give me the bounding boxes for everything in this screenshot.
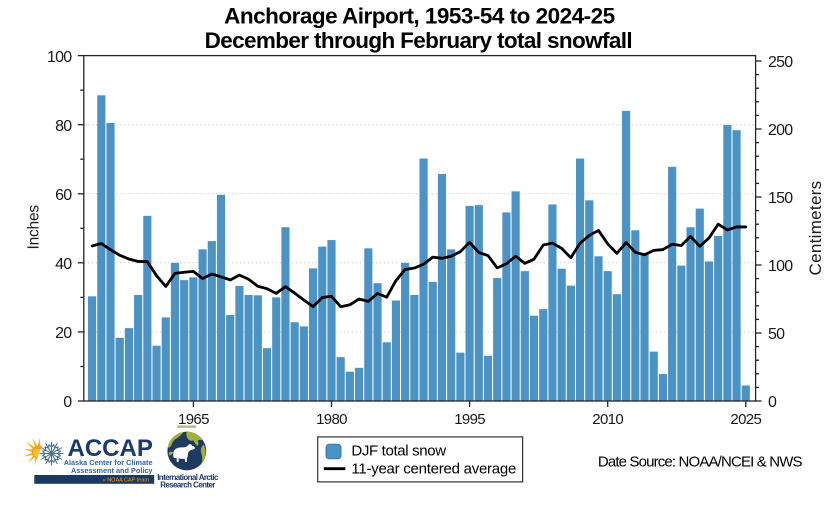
- svg-text:December through February tota: December through February total snowfall: [205, 28, 632, 53]
- svg-text:1995: 1995: [454, 411, 485, 428]
- svg-text:DJF total snow: DJF total snow: [351, 443, 446, 460]
- svg-text:100: 100: [768, 258, 793, 275]
- svg-text:11-year centered average: 11-year centered average: [351, 460, 516, 477]
- svg-text:2025: 2025: [730, 411, 761, 428]
- svg-text:20: 20: [55, 325, 72, 342]
- svg-text:100: 100: [47, 49, 72, 66]
- svg-text:1980: 1980: [316, 411, 347, 428]
- svg-text:40: 40: [55, 256, 72, 273]
- svg-text:60: 60: [55, 187, 72, 204]
- svg-text:0: 0: [768, 394, 777, 411]
- svg-text:2010: 2010: [592, 411, 623, 428]
- svg-text:150: 150: [768, 190, 793, 207]
- svg-text:Inches: Inches: [25, 205, 42, 250]
- svg-text:Assessment and Policy: Assessment and Policy: [71, 466, 153, 475]
- svg-text:250: 250: [768, 54, 793, 71]
- svg-text:Anchorage Airport, 1953-54 to: Anchorage Airport, 1953-54 to 2024-25: [224, 4, 614, 29]
- svg-text:Research Center: Research Center: [160, 481, 215, 490]
- svg-text:Centimeters: Centimeters: [806, 181, 825, 276]
- svg-text:0: 0: [63, 394, 72, 411]
- svg-text:» NOAA CAP team: » NOAA CAP team: [103, 478, 150, 484]
- svg-text:50: 50: [768, 326, 785, 343]
- svg-text:200: 200: [768, 122, 793, 139]
- svg-text:80: 80: [55, 118, 72, 135]
- svg-text:Date Source: NOAA/NCEI & NWS: Date Source: NOAA/NCEI & NWS: [598, 454, 803, 471]
- svg-text:1965: 1965: [178, 411, 209, 428]
